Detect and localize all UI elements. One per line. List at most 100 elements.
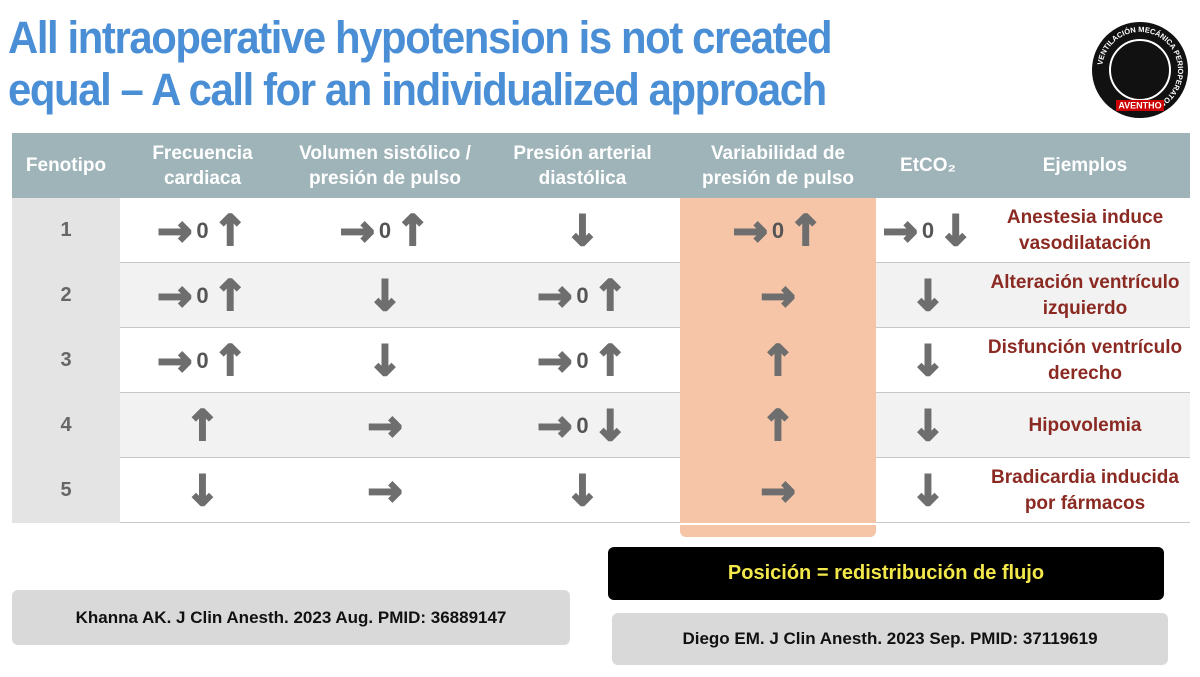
cell: → 0 ↑ — [120, 198, 285, 263]
cell: → 0 ↓ — [485, 393, 680, 458]
arrow: ↓ — [909, 335, 946, 386]
cell: ↓ — [876, 263, 980, 328]
arrow: ↓ — [909, 465, 946, 516]
column-header: Frecuencia cardiaca — [120, 133, 285, 198]
example: Hipovolemia — [1028, 414, 1142, 436]
column-header: Ejemplos — [980, 133, 1190, 198]
arrow: → — [536, 270, 573, 321]
example: Disfunción ventrículo derecho — [987, 336, 1183, 384]
arrow: ↑ — [759, 335, 796, 386]
zero: 0 — [196, 347, 209, 373]
arrow: ↑ — [592, 270, 629, 321]
arrow: → — [882, 205, 919, 256]
row-background — [120, 458, 1190, 523]
arrow: → — [536, 335, 573, 386]
arrow: ↑ — [787, 205, 824, 256]
cell: → — [680, 458, 876, 523]
zero: 0 — [576, 347, 589, 373]
phenotype: 4 — [12, 393, 120, 458]
cell: ↓ — [285, 263, 485, 328]
column-header: Volumen sistólico / presión de pulso — [285, 133, 485, 198]
arrow: → — [732, 205, 769, 256]
example: Bradicardia inducida por fármacos — [991, 466, 1179, 514]
arrow: ↑ — [212, 205, 249, 256]
zero: 0 — [576, 412, 589, 438]
title: All intraoperative hypotension is not cr… — [8, 12, 893, 116]
cell: ↓ — [285, 328, 485, 393]
arrow: ↓ — [909, 270, 946, 321]
arrow: ↓ — [564, 205, 601, 256]
arrow: ↓ — [909, 400, 946, 451]
cell: → 0 ↓ — [876, 198, 980, 263]
cell: ↑ — [680, 328, 876, 393]
title-line: All intraoperative hypotension is not cr… — [8, 12, 833, 63]
arrow: ↓ — [184, 465, 221, 516]
zero: 0 — [921, 217, 935, 243]
arrow: ↑ — [184, 400, 221, 451]
zero: 0 — [771, 217, 785, 243]
zero: 0 — [576, 282, 589, 308]
arrow: → — [156, 335, 193, 386]
arrow: → — [536, 400, 573, 451]
cell: → 0 ↑ — [485, 328, 680, 393]
example: Anestesia induce vasodilatación — [1006, 206, 1164, 254]
example: Alteración ventrículo izquierdo — [990, 271, 1180, 319]
cell: ↓ — [876, 393, 980, 458]
arrow: ↑ — [212, 335, 249, 386]
title-line: equal – A call for an individualized app… — [8, 64, 827, 115]
zero: 0 — [196, 217, 209, 243]
row-background — [120, 198, 1190, 263]
logo-brand: AVENTHO — [1118, 101, 1161, 111]
cell: → 0 ↑ — [120, 263, 285, 328]
row-background — [120, 393, 1190, 458]
arrow: ↓ — [564, 465, 601, 516]
arrow: ↓ — [366, 270, 403, 321]
reference: Diego EM. J Clin Anesth. 2023 Sep. PMID:… — [612, 613, 1168, 665]
logo-band — [1116, 100, 1164, 111]
arrow: → — [156, 205, 193, 256]
arrow: ↑ — [394, 205, 431, 256]
cell: → — [680, 263, 876, 328]
arrow: ↑ — [592, 335, 629, 386]
cell: ↑ — [120, 393, 285, 458]
zero: 0 — [378, 217, 392, 243]
cell: ↓ — [876, 458, 980, 523]
arrow: → — [156, 270, 193, 321]
phenotype: 1 — [12, 198, 120, 263]
column-header: EtCO₂ — [876, 133, 980, 198]
arrow: → — [366, 465, 403, 516]
arrow: ↓ — [366, 335, 403, 386]
arrow: ↓ — [592, 400, 629, 451]
logo: VENTILACIÓN MECÁNICA PERIOPERATORIA AVEN… — [1092, 22, 1188, 118]
cell: ↓ — [485, 198, 680, 263]
column-header: Variabilidad de presión de pulso — [680, 133, 876, 198]
arrow: → — [759, 465, 796, 516]
arrow: ↑ — [759, 400, 796, 451]
arrow: → — [366, 400, 403, 451]
column-header: Fenotipo — [12, 133, 120, 198]
cell: → 0 ↑ — [285, 198, 485, 263]
logo-disc — [1092, 22, 1188, 118]
phenotype: 2 — [12, 263, 120, 328]
arrow: → — [759, 270, 796, 321]
cell: ↑ — [680, 393, 876, 458]
arrow: → — [339, 205, 376, 256]
cell: ↓ — [120, 458, 285, 523]
cell: → 0 ↑ — [120, 328, 285, 393]
reference: Khanna AK. J Clin Anesth. 2023 Aug. PMID… — [12, 590, 570, 645]
row-background — [120, 263, 1190, 328]
phenotype: 3 — [12, 328, 120, 393]
cell: → 0 ↑ — [485, 263, 680, 328]
cell: → — [285, 458, 485, 523]
cell: → 0 ↑ — [680, 198, 876, 263]
phenotype: 5 — [12, 458, 120, 523]
cell: ↓ — [876, 328, 980, 393]
cell: ↓ — [485, 458, 680, 523]
highlight-column-end — [680, 525, 876, 537]
row-background — [120, 328, 1190, 393]
cell: → — [285, 393, 485, 458]
arrow: ↑ — [212, 270, 249, 321]
zero: 0 — [196, 282, 209, 308]
column-header: Presión arterial diastólica — [485, 133, 680, 198]
